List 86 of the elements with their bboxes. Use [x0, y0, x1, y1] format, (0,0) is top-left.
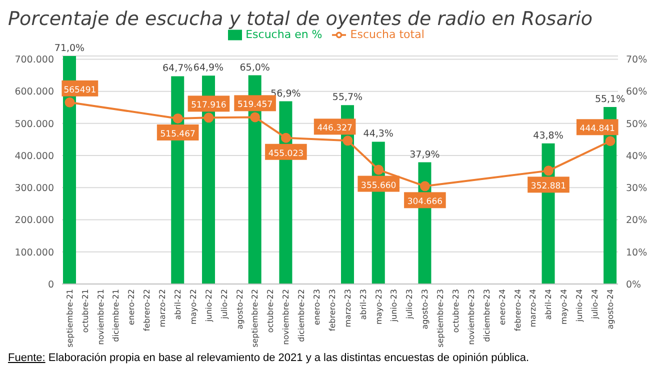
x-tick-label: junio-22 — [204, 289, 214, 323]
x-tick-label: febrero-24 — [513, 289, 522, 332]
x-tick-label: octubre-21 — [80, 289, 90, 333]
y2-tick-label: 10% — [626, 247, 648, 258]
y2-tick-label: 30% — [626, 183, 648, 194]
legend-label: Escucha total — [350, 28, 424, 42]
x-tick-label: febrero-22 — [142, 289, 152, 332]
x-tick-label: abril-24 — [544, 289, 554, 320]
x-tick-label: septiembre-23 — [436, 289, 446, 348]
x-tick-label: noviembre-21 — [96, 289, 106, 345]
y-tick-label: 0 — [48, 279, 54, 290]
y2-tick-label: 60% — [626, 86, 648, 98]
data-label: 455.023 — [268, 148, 304, 159]
x-tick-label: mayo-24 — [560, 289, 569, 325]
x-tick-label: octubre-23 — [452, 289, 461, 333]
y-tick-label: 600.000 — [14, 86, 54, 98]
data-label: 64,9% — [193, 62, 224, 74]
x-tick-label: abril-22 — [174, 289, 183, 320]
y-tick-label: 300.000 — [14, 183, 54, 194]
x-tick-label: enero-24 — [498, 289, 507, 326]
x-tick-label: julio-22 — [220, 289, 229, 320]
point — [374, 164, 384, 175]
x-tick-label: septiembre-21 — [65, 289, 74, 348]
x-tick-label: marzo-23 — [343, 289, 352, 328]
y2-tick-label: 70% — [626, 54, 648, 66]
y2-tick-label: 50% — [626, 118, 648, 130]
legend-label: Escucha en % — [246, 28, 322, 42]
data-label: 515.467 — [160, 129, 196, 140]
y-tick-label: 700.000 — [14, 54, 54, 66]
y-tick-label: 500.000 — [14, 118, 54, 130]
point — [280, 132, 291, 143]
data-label: 55,1% — [594, 94, 626, 106]
y2-tick-label: 40% — [626, 150, 648, 162]
x-tick-label: febrero-23 — [328, 289, 337, 332]
x-tick-label: marzo-24 — [528, 289, 538, 328]
x-tick-label: octubre-22 — [266, 289, 276, 333]
chart-title: Porcentaje de escucha y total de oyentes de radio en Rosario — [8, 8, 594, 30]
x-tick-label: agosto-24 — [606, 289, 615, 330]
x-tick-label: mayo-23 — [374, 289, 384, 325]
data-label: 304.666 — [407, 197, 443, 208]
x-tick-label: abril-23 — [358, 289, 368, 320]
data-label: 44,3% — [363, 128, 394, 140]
x-tick-label: diciembre-23 — [482, 289, 492, 342]
data-label: 43,8% — [533, 130, 564, 142]
x-tick-label: julio-24 — [590, 289, 600, 320]
point — [204, 112, 214, 123]
point — [544, 166, 554, 176]
data-label: 71,0% — [54, 43, 85, 54]
data-label: 64,7% — [162, 63, 193, 74]
point — [605, 136, 616, 146]
x-tick-label: diciembre-21 — [112, 289, 121, 342]
y-tick-label: 400.000 — [14, 150, 54, 162]
point — [342, 136, 353, 146]
data-label: 444.841 — [580, 124, 615, 134]
point — [420, 181, 430, 192]
source-note: Fuente: Elaboración propia en base al relevamiento de 2021 y a las distintas encuestas de opinión pública. — [8, 352, 530, 364]
data-label: 65,0% — [240, 62, 270, 74]
y2-tick-label: 0% — [626, 279, 642, 290]
data-label: 355.660 — [361, 180, 396, 191]
data-label: 446.327 — [317, 124, 352, 134]
x-tick-label: noviembre-23 — [466, 289, 476, 345]
x-tick-label: agosto-23 — [420, 289, 430, 330]
point — [172, 113, 183, 124]
data-label: 519.457 — [237, 100, 273, 110]
x-tick-label: junio-23 — [390, 289, 399, 323]
x-tick-label: noviembre-22 — [282, 289, 291, 345]
point — [250, 112, 260, 122]
x-tick-label: mayo-22 — [188, 289, 198, 325]
y-tick-label: 200.000 — [14, 215, 54, 226]
x-tick-label: julio-23 — [405, 289, 414, 320]
data-label: 55,7% — [332, 92, 363, 104]
x-tick-label: enero-23 — [312, 289, 322, 326]
y-tick-label: 100.000 — [14, 247, 54, 258]
x-tick-label: septiembre-22 — [250, 289, 260, 348]
data-label: 565491 — [64, 85, 96, 96]
y2-tick-label: 20% — [626, 215, 648, 226]
data-label: 56,9% — [270, 88, 301, 100]
data-label: 352.881 — [530, 182, 566, 192]
data-label: 37,9% — [410, 149, 440, 160]
point — [64, 97, 75, 108]
x-tick-label: junio-24 — [575, 289, 584, 323]
data-label: 517.916 — [191, 100, 226, 111]
x-tick-label: agosto-22 — [235, 289, 244, 330]
x-tick-label: enero-22 — [127, 289, 136, 326]
x-tick-label: diciembre-22 — [297, 289, 306, 342]
x-tick-label: marzo-22 — [158, 289, 168, 328]
